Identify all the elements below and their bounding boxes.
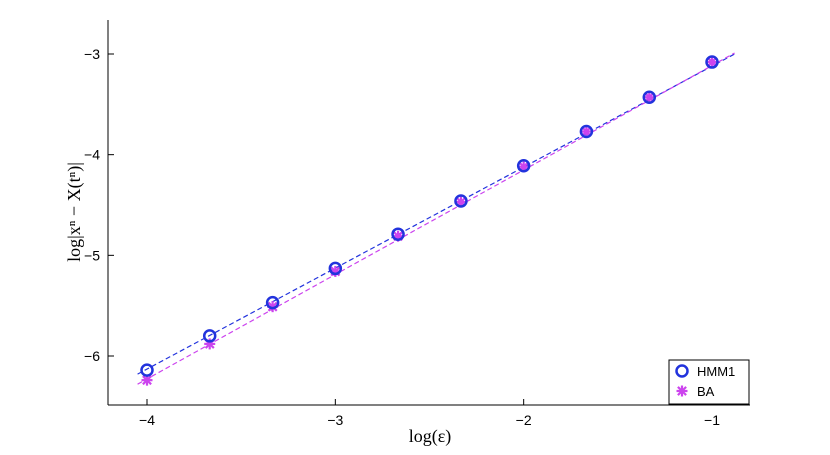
ticks: −4 −3 −2 −1 −6 −5 −4 −3: [84, 46, 720, 428]
y-tick-label: −3: [84, 46, 100, 62]
point-hmm1: [140, 363, 154, 377]
point-ba: [706, 56, 718, 68]
plot-area: [137, 52, 735, 386]
x-tick-label: −1: [704, 412, 720, 428]
y-tick-label: −4: [84, 147, 100, 163]
legend-label-hmm1: HMM1: [697, 364, 735, 379]
legend: HMM1 BA: [668, 359, 750, 405]
x-tick-label: −4: [139, 412, 155, 428]
point-hmm1: [579, 124, 594, 139]
legend-box: [668, 359, 750, 405]
x-tick-label: −2: [516, 412, 532, 428]
legend-label-ba: BA: [697, 384, 715, 399]
legend-marker-hmm1: [675, 364, 689, 378]
point-hmm1: [391, 227, 405, 241]
point-hmm1: [705, 55, 719, 69]
x-tick-label: −3: [327, 412, 343, 428]
fit-line-ba: [137, 52, 735, 385]
fit-line-hmm1: [137, 53, 735, 375]
point-hmm1: [265, 295, 280, 310]
axes: [107, 20, 750, 406]
legend-marker-ba: [676, 385, 688, 397]
point-hmm1: [454, 194, 468, 208]
y-tick-label: −5: [84, 247, 100, 263]
point-hmm1: [516, 158, 531, 173]
x-axis-label: log(ε): [409, 426, 452, 447]
point-hmm1: [202, 329, 217, 343]
y-axis-label: log|xⁿ − X(tⁿ)|: [64, 162, 85, 262]
point-ba: [580, 126, 592, 138]
point-ba: [643, 91, 655, 103]
y-tick-label: −6: [84, 348, 100, 364]
point-hmm1: [642, 90, 657, 105]
point-hmm1: [328, 261, 343, 276]
